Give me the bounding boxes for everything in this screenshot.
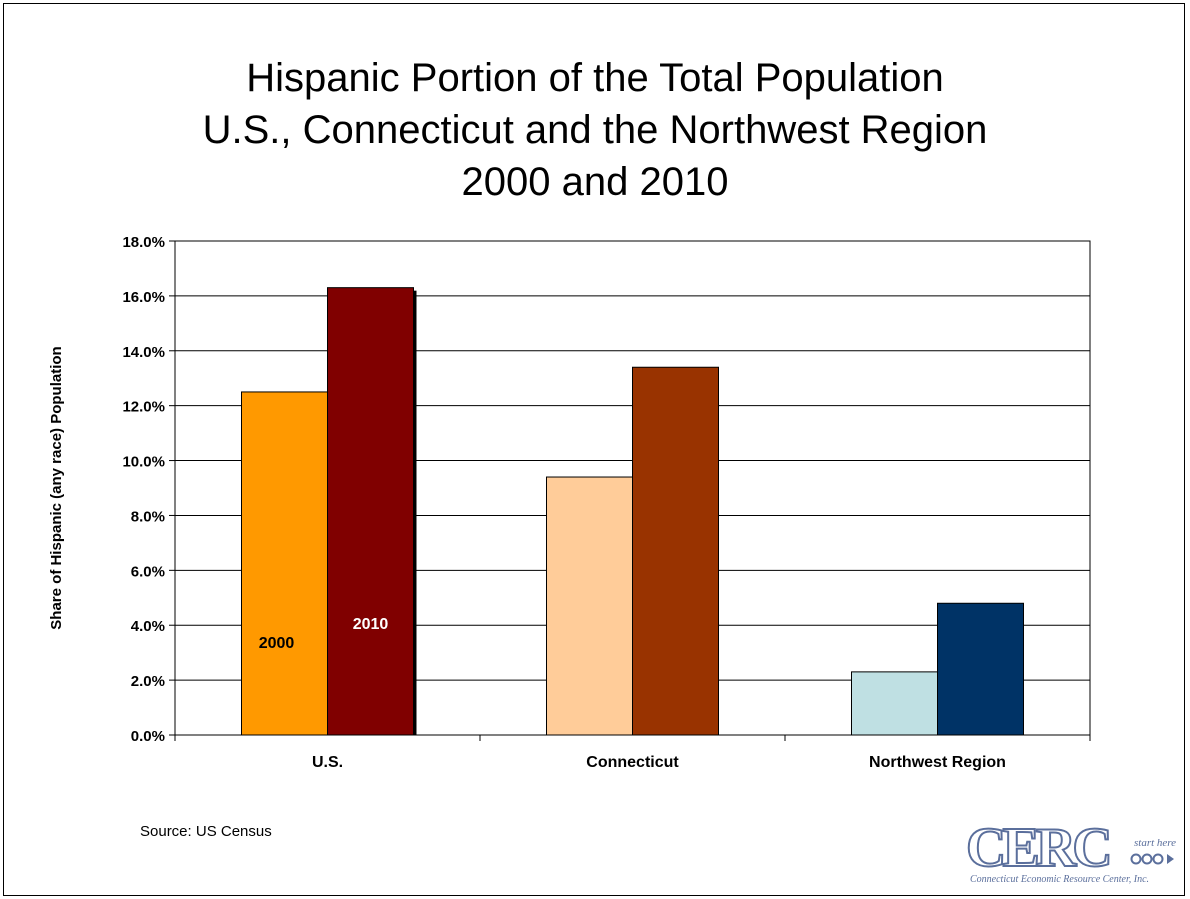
slide-frame (3, 3, 1185, 896)
y-tick-label: 18.0% (122, 234, 165, 251)
bar-2010-northwest-region (937, 602, 1024, 736)
bar-2010-connecticut (632, 366, 719, 736)
x-tick-label: Northwest Region (869, 754, 1006, 771)
chart-title-line-2: U.S., Connecticut and the Northwest Regi… (202, 108, 988, 152)
logo-wordmark: CERC (966, 820, 1109, 879)
y-tick-label: 4.0% (131, 618, 165, 635)
y-axis-label: Share of Hispanic (any race) Population (48, 346, 65, 629)
bar-series-label: 2000 (259, 635, 295, 652)
chart-title-line-3: 2000 and 2010 (461, 160, 729, 204)
logo-dot-icon (1152, 853, 1164, 865)
logo-dot-icon (1141, 853, 1153, 865)
y-tick-label: 14.0% (122, 344, 165, 361)
logo-tagline: start here (1134, 837, 1176, 849)
y-tick-label: 12.0% (122, 399, 165, 416)
logo-caption: Connecticut Economic Resource Center, In… (970, 874, 1149, 885)
chart-title-line-1: Hispanic Portion of the Total Population (246, 56, 944, 100)
y-tick-label: 10.0% (122, 454, 165, 471)
bar-2000-northwest-region (851, 671, 938, 736)
bar-series-label: 2010 (353, 616, 389, 633)
y-tick-label: 0.0% (131, 728, 165, 745)
y-tick-label: 8.0% (131, 508, 165, 525)
bar-2000-connecticut (546, 476, 633, 736)
cerc-logo: CERC start here Connecticut Economic Res… (966, 820, 1176, 885)
y-tick-label: 6.0% (131, 563, 165, 580)
logo-arrow-icon (1167, 854, 1174, 864)
x-tick-label: Connecticut (586, 754, 679, 771)
bar-2010-u-s- (327, 287, 414, 736)
y-tick-label: 2.0% (131, 673, 165, 690)
chart-title: Hispanic Portion of the Total Population… (0, 52, 1190, 208)
x-tick-label: U.S. (312, 754, 343, 771)
bar-2000-u-s- (241, 391, 328, 736)
logo-dot-icon (1130, 853, 1142, 865)
y-tick-label: 16.0% (122, 289, 165, 306)
source-note: Source: US Census (140, 823, 272, 840)
